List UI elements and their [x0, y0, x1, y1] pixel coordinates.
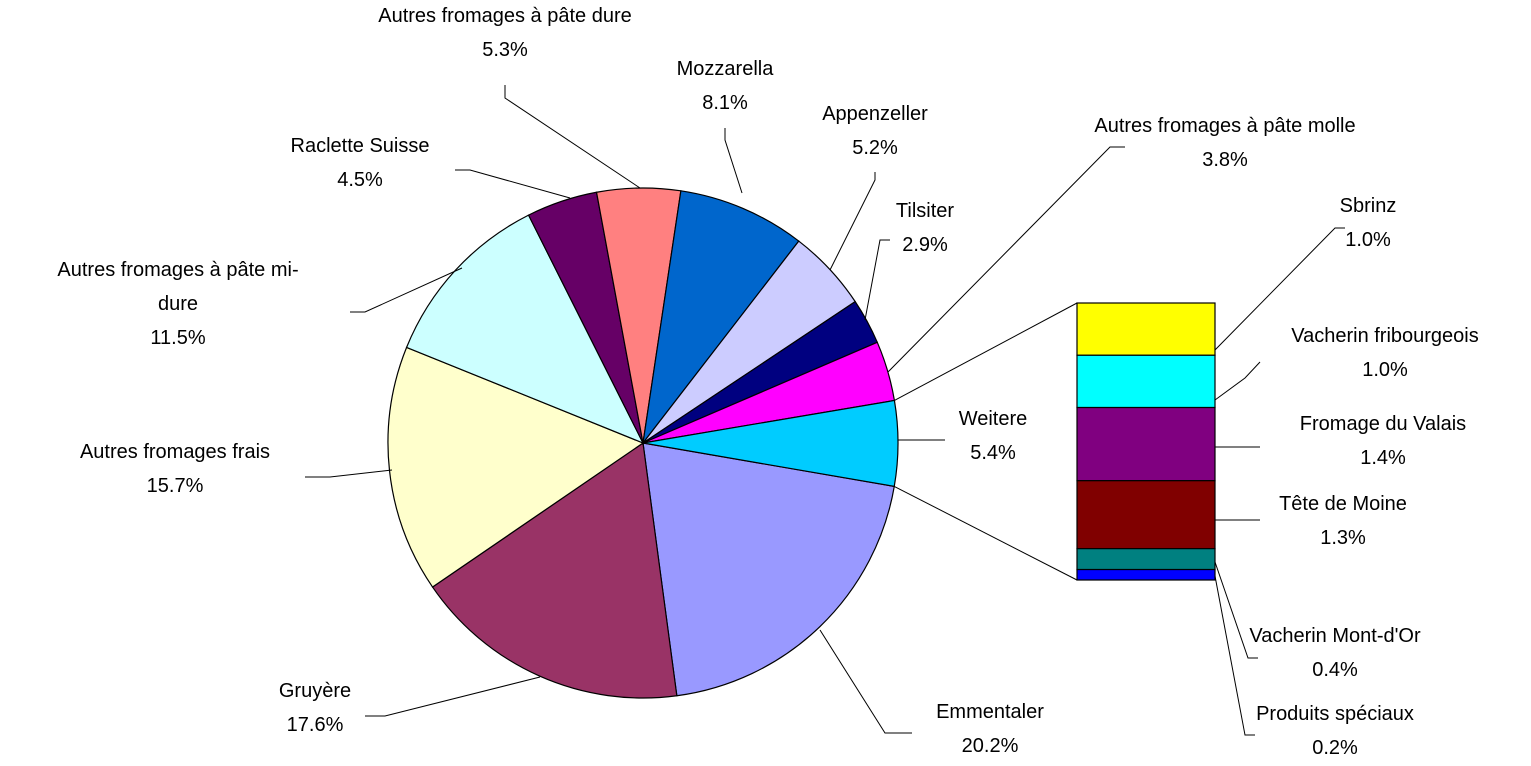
label-value: 1.0%	[1345, 229, 1391, 251]
label-name: Vacherin Mont-d'Or	[1249, 625, 1421, 647]
label-value: 1.0%	[1362, 359, 1408, 381]
bar-segment	[1076, 302, 1216, 356]
label-name: Mozzarella	[677, 58, 775, 80]
leader-line	[894, 485, 1078, 581]
label-name: Sbrinz	[1340, 195, 1397, 217]
bar-segment	[1076, 548, 1216, 571]
label-name: Appenzeller	[822, 103, 928, 125]
leader-line	[1214, 575, 1255, 736]
bar-segment	[1076, 406, 1216, 482]
data-label: Fromage du Valais 1.4%	[1300, 413, 1466, 469]
data-label: Produits spéciaux 0.2%	[1256, 703, 1414, 759]
data-label: Mozzarella 8.1%	[677, 58, 775, 114]
leader-line	[1214, 227, 1345, 351]
data-label: Autres fromages à pâte dure 5.3%	[378, 5, 631, 61]
pie-slice	[642, 442, 895, 697]
leader-line	[305, 469, 393, 478]
pie-slice	[431, 441, 678, 699]
label-name: Autres fromages à pâte dure	[378, 5, 631, 27]
label-value: 20.2%	[962, 735, 1019, 757]
label-value: 5.3%	[482, 39, 528, 61]
label-name: Tilsiter	[896, 200, 954, 222]
label-name: Produits spéciaux	[1256, 703, 1414, 725]
label-value: 0.4%	[1312, 659, 1358, 681]
label-name: Emmentaler	[936, 701, 1044, 723]
data-label: Tête de Moine 1.3%	[1279, 493, 1407, 549]
label-value: 1.3%	[1320, 527, 1366, 549]
leader-line	[1214, 561, 1258, 659]
data-label: Vacherin fribourgeois 1.0%	[1291, 325, 1479, 381]
leader-line	[350, 267, 463, 313]
data-label: Appenzeller 5.2%	[822, 103, 928, 159]
leader-line	[887, 146, 1125, 373]
label-name: Autres fromages frais	[80, 441, 270, 463]
pie-slice	[642, 190, 800, 446]
pie-slice	[642, 399, 899, 488]
label-name: Fromage du Valais	[1300, 413, 1466, 435]
leader-line	[829, 172, 876, 271]
data-label: Tilsiter 2.9%	[896, 200, 954, 256]
leader-line	[504, 85, 641, 189]
label-value: 5.2%	[852, 137, 898, 159]
label-value: 4.5%	[337, 169, 383, 191]
data-label: Weitere 5.4%	[959, 408, 1028, 464]
label-value: 8.1%	[702, 92, 748, 114]
label-name: Tête de Moine	[1279, 493, 1407, 515]
leader-line	[894, 302, 1078, 401]
data-label: Vacherin Mont-d'Or 0.4%	[1249, 625, 1421, 681]
leader-line	[819, 629, 912, 734]
label-name: Vacherin fribourgeois	[1291, 325, 1479, 347]
label-name: Raclette Suisse	[291, 135, 430, 157]
bar-segment	[1076, 354, 1216, 409]
label-name: Gruyère	[279, 680, 351, 702]
leader-line	[864, 239, 890, 321]
label-value: 11.5%	[150, 327, 205, 349]
data-label: Autres fromages à pâte molle 3.8%	[1094, 115, 1355, 171]
label-value: 0.2%	[1312, 737, 1358, 759]
pie-slice	[405, 214, 645, 445]
data-label: Autres fromages frais 15.7%	[80, 441, 270, 497]
label-name: Weitere	[959, 408, 1028, 430]
bar-segment	[1076, 568, 1216, 581]
label-name: Autres fromages à pâte mi-dure	[57, 259, 298, 315]
data-label: Sbrinz 1.0%	[1340, 195, 1397, 251]
leader-line	[365, 676, 541, 717]
label-value: 2.9%	[902, 234, 948, 256]
label-value: 3.8%	[1202, 149, 1248, 171]
leader-line	[724, 128, 743, 194]
leader-line	[455, 169, 571, 199]
data-label: Autres fromages à pâte mi-dure 11.5%	[57, 259, 298, 349]
label-value: 5.4%	[970, 442, 1016, 464]
bar-segment	[1076, 480, 1216, 550]
data-label: Gruyère 17.6%	[279, 680, 351, 736]
leader-line	[1214, 361, 1261, 401]
label-name: Autres fromages à pâte molle	[1094, 115, 1355, 137]
data-label: Raclette Suisse 4.5%	[291, 135, 430, 191]
label-value: 17.6%	[287, 714, 344, 736]
label-value: 1.4%	[1360, 447, 1406, 469]
data-label: Emmentaler 20.2%	[936, 701, 1044, 757]
label-value: 15.7%	[147, 475, 204, 497]
